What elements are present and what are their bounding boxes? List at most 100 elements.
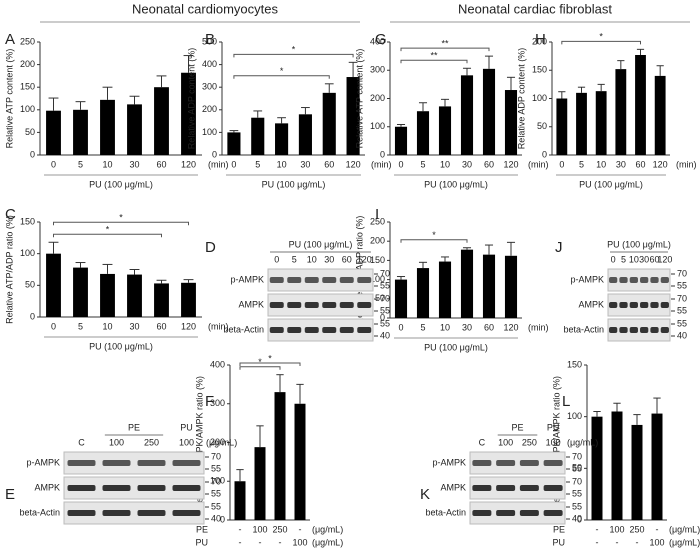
bar <box>615 69 627 155</box>
y-axis-label: Relative ATP content (%) <box>354 49 364 149</box>
blot-lane-label: 0 <box>611 254 616 264</box>
blot-band <box>137 460 166 466</box>
y-tick-label: 100 <box>20 104 35 114</box>
x-row-unit: (μg/mL) <box>669 537 700 547</box>
marker-label: 40 <box>211 513 221 523</box>
x-unit: (min) <box>676 159 697 169</box>
blot-lane-label: 250 <box>144 437 159 447</box>
bar <box>254 447 266 520</box>
bar <box>416 111 430 155</box>
y-axis-label: Relative ATP content (%) <box>4 49 14 149</box>
blot-band <box>519 460 539 466</box>
x-tick-label: 120 <box>503 322 518 332</box>
blot-band <box>543 510 563 516</box>
x-tick-label: 60 <box>484 159 494 169</box>
marker-label: 55 <box>572 463 582 473</box>
marker-label: 55 <box>572 488 582 498</box>
x-tick-label: 30 <box>462 322 472 332</box>
blot-row-label: AMPK <box>34 482 60 492</box>
x-row-value: 100 <box>252 524 267 534</box>
y-axis-label: Relative p-AMPK/AMPK ratio (%) <box>551 376 561 509</box>
blot-lane-label: 30 <box>639 254 649 264</box>
x-axis-label: PU (100 μg/mL) <box>424 179 488 189</box>
x-row-value: 100 <box>649 537 664 547</box>
blot-group-label: PE <box>511 422 523 432</box>
blot-band <box>472 485 492 491</box>
y-tick-label: 200 <box>370 236 385 246</box>
x-tick-label: 10 <box>102 321 112 331</box>
blot-row-label: beta-Actin <box>19 507 60 517</box>
blot-band <box>472 510 492 516</box>
y-tick-label: 50 <box>25 280 35 290</box>
blot-band <box>640 302 649 308</box>
y-tick-label: 150 <box>20 82 35 92</box>
blot-row-label: p-AMPK <box>570 274 604 284</box>
bar <box>460 75 474 155</box>
blot-row-label: AMPK <box>238 299 264 309</box>
marker-label: 55 <box>572 501 582 511</box>
x-tick-label: 5 <box>255 159 260 169</box>
blot-band <box>496 460 516 466</box>
bar <box>611 411 623 520</box>
marker-label: 55 <box>677 305 687 315</box>
blot-membrane <box>607 318 671 342</box>
blot-band <box>102 510 131 516</box>
marker-label: 40 <box>380 330 390 340</box>
x-row-value: 250 <box>629 524 644 534</box>
significance-label: ** <box>430 51 438 61</box>
blot-group-label: PU <box>547 422 560 432</box>
y-tick-label: 150 <box>20 216 35 226</box>
bar <box>460 249 474 318</box>
bar <box>322 92 336 155</box>
bar <box>275 123 289 155</box>
blot-band <box>339 327 354 333</box>
significance-label: * <box>119 213 123 223</box>
blot-band <box>619 277 628 283</box>
blot-lane-label: 5 <box>621 254 626 264</box>
blot-band <box>137 510 166 516</box>
y-tick-label: 100 <box>567 411 582 421</box>
marker-label: 55 <box>211 501 221 511</box>
blot-band <box>304 277 319 283</box>
blot-band <box>619 327 628 333</box>
y-tick-label: 0 <box>577 514 582 524</box>
bar <box>556 98 568 155</box>
marker-label: 40 <box>572 513 582 523</box>
y-tick-label: 0 <box>30 149 35 159</box>
panel-letter: I <box>375 206 379 223</box>
blot-lane-label: 5 <box>292 254 297 264</box>
y-tick-label: 200 <box>370 93 385 103</box>
bar <box>274 392 286 520</box>
x-row-label: PU <box>195 537 208 547</box>
y-tick-label: 500 <box>202 36 217 46</box>
y-tick-label: 150 <box>567 359 582 369</box>
blot-band <box>650 277 659 283</box>
y-axis-label: Relative p-AMPK/AMPK ratio (%) <box>194 376 204 509</box>
blot-group-label: PE <box>128 422 140 432</box>
blot-lane-label: C <box>78 437 85 447</box>
blot-unit: (μg/mL) <box>206 437 237 447</box>
significance-label: ** <box>441 39 449 49</box>
significance-bracket <box>400 59 468 64</box>
panel-letter: B <box>205 31 215 48</box>
significance-label: * <box>280 66 284 76</box>
blot-membrane <box>607 293 671 317</box>
x-row-value: - <box>299 524 302 534</box>
bar <box>482 68 496 155</box>
y-tick-label: 0 <box>220 514 225 524</box>
bar <box>416 268 430 318</box>
x-unit: (min) <box>208 321 229 331</box>
significance-label: * <box>432 230 436 240</box>
panel-letter: C <box>5 206 16 223</box>
x-tick-label: 60 <box>324 159 334 169</box>
blot-band <box>357 277 372 283</box>
x-unit: (min) <box>528 159 549 169</box>
x-tick-label: 10 <box>440 322 450 332</box>
blot-band <box>660 327 669 333</box>
bar <box>294 403 306 520</box>
marker-label: 70 <box>572 451 582 461</box>
blot-lane-label: 0 <box>274 254 279 264</box>
bar <box>591 416 603 520</box>
bar <box>438 261 452 318</box>
x-tick-label: 30 <box>129 321 139 331</box>
